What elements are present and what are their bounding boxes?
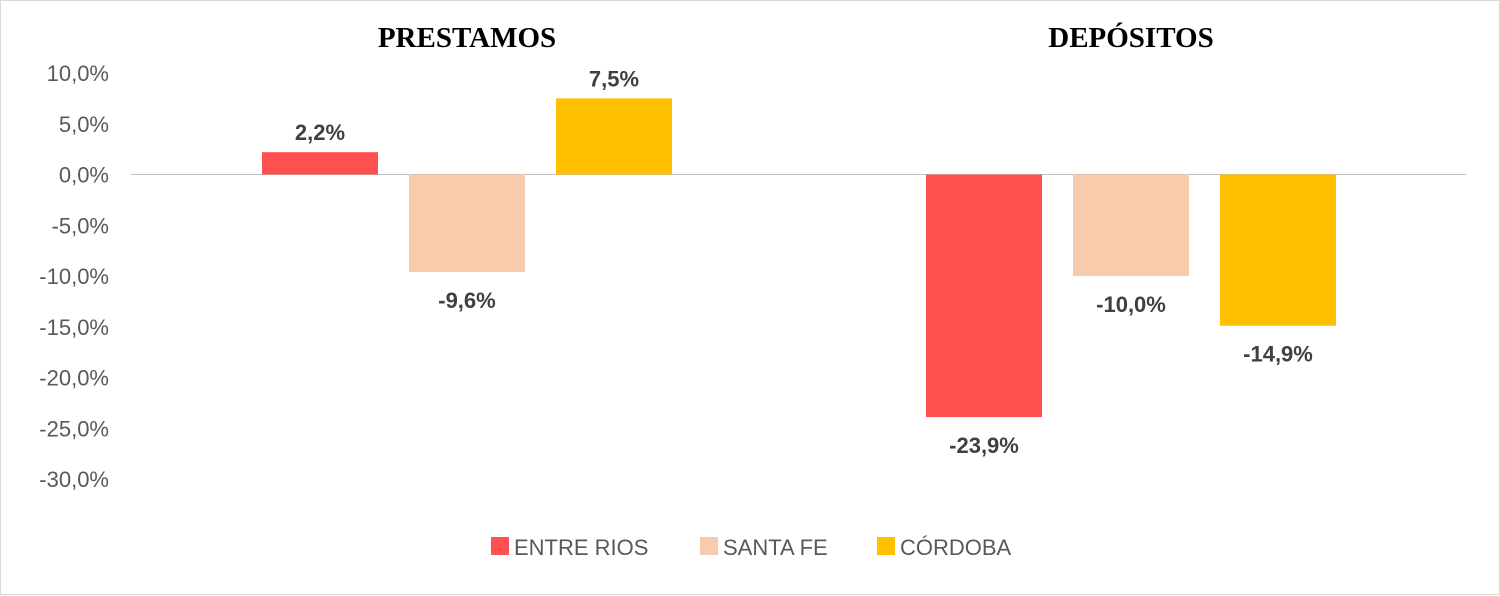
data-labels: 2,2% -9,6% 7,5% -23,9% -10,0% -14,9% [295, 66, 1313, 458]
y-tick-label: -15,0% [39, 315, 109, 340]
legend-swatch [491, 537, 509, 555]
y-tick-label: -20,0% [39, 366, 109, 391]
bar [409, 174, 525, 272]
panel-title: DEPÓSITOS [1048, 21, 1213, 54]
data-label: -9,6% [438, 288, 495, 313]
legend-label: CÓRDOBA [900, 535, 1012, 560]
legend-label: SANTA FE [723, 535, 828, 560]
panel-title: PRESTAMOS [378, 22, 556, 54]
data-label: -23,9% [949, 433, 1019, 458]
bar [262, 152, 378, 175]
y-tick-label: 0,0% [59, 163, 109, 188]
y-tick-label: 10,0% [47, 61, 109, 86]
data-label: -14,9% [1243, 342, 1313, 367]
bar [1220, 174, 1336, 326]
y-axis: 10,0% 5,0% 0,0% -5,0% -10,0% -15,0% -20,0% -25,… [39, 61, 109, 492]
bar [556, 98, 672, 175]
data-label: 2,2% [295, 120, 345, 145]
bars [262, 98, 1336, 418]
legend-label: ENTRE RIOS [514, 535, 648, 560]
y-tick-label: -25,0% [39, 416, 109, 441]
panel-titles: PRESTAMOS DEPÓSITOS [378, 21, 1214, 54]
y-tick-label: -5,0% [52, 213, 109, 238]
y-tick-label: -10,0% [39, 264, 109, 289]
y-tick-label: 5,0% [59, 112, 109, 137]
data-label: 7,5% [589, 66, 639, 91]
data-label: -10,0% [1096, 292, 1166, 317]
bar [926, 174, 1042, 418]
legend-swatch [877, 537, 895, 555]
bar [1073, 174, 1189, 276]
legend-swatch [700, 537, 718, 555]
y-tick-label: -30,0% [39, 467, 109, 492]
legend: ENTRE RIOS SANTA FE CÓRDOBA [491, 535, 1012, 560]
